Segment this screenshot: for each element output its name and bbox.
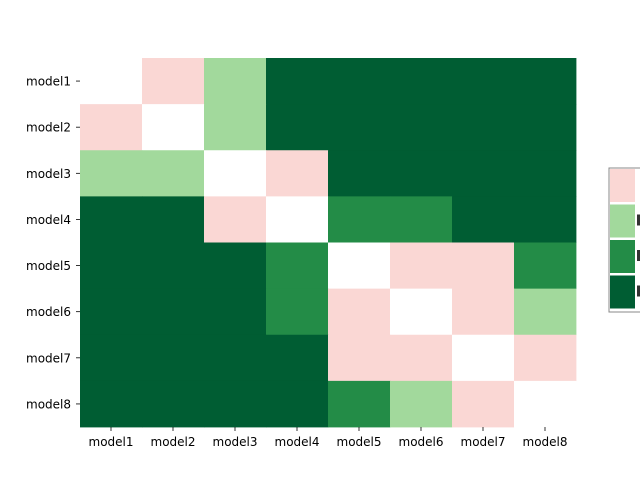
legend-swatch: [610, 240, 635, 273]
heatmap-cell: [80, 104, 143, 151]
heatmap-cell: [266, 242, 329, 290]
heatmap-cell: [328, 104, 391, 151]
heatmap-cell: [452, 242, 515, 290]
heatmap-cell: [390, 288, 453, 336]
heatmap-cell: [328, 242, 391, 290]
y-tick-label: model4: [26, 213, 71, 227]
heatmap-cell: [452, 380, 515, 428]
heatmap-cells: [80, 58, 577, 428]
heatmap-cell: [390, 150, 453, 197]
heatmap-cell: [390, 104, 453, 151]
heatmap-cell: [328, 380, 391, 428]
heatmap-cell: [204, 334, 267, 382]
heatmap-cell: [328, 288, 391, 336]
heatmap-cell: [142, 150, 205, 197]
y-tick-label: model3: [26, 167, 71, 181]
heatmap-cell: [514, 150, 577, 197]
x-tick-label: model1: [89, 435, 134, 449]
x-tick-label: model5: [337, 435, 382, 449]
heatmap-cell: [80, 242, 143, 290]
x-tick-label: model7: [461, 435, 506, 449]
heatmap-cell: [204, 196, 267, 243]
heatmap-cell: [266, 58, 329, 105]
x-tick-labels: model1 model2 model3 model4 model5 model6 mode…: [89, 427, 568, 449]
heatmap-cell: [204, 242, 267, 290]
heatmap-cell: [204, 288, 267, 336]
heatmap-cell: [328, 334, 391, 382]
heatmap-cell: [266, 104, 329, 151]
heatmap-cell: [390, 380, 453, 428]
heatmap-cell: [390, 242, 453, 290]
heatmap-cell: [80, 150, 143, 197]
x-tick-label: model4: [275, 435, 320, 449]
y-tick-label: model2: [26, 121, 71, 135]
y-tick-label: model6: [26, 305, 71, 319]
heatmap-cell: [204, 150, 267, 197]
legend-swatch: [610, 169, 635, 202]
heatmap-cell: [204, 380, 267, 428]
heatmap-cell: [328, 58, 391, 105]
heatmap-cell: [452, 150, 515, 197]
legend-swatch: [610, 275, 635, 309]
heatmap-cell: [452, 196, 515, 243]
heatmap-cell: [266, 334, 329, 382]
heatmap-cell: [266, 150, 329, 197]
y-tick-label: model7: [26, 351, 71, 365]
heatmap-cell: [514, 288, 577, 336]
heatmap-cell: [452, 334, 515, 382]
legend: [608, 167, 640, 313]
heatmap-cell: [452, 288, 515, 336]
heatmap-cell: [204, 104, 267, 151]
heatmap-cell: [142, 380, 205, 428]
heatmap-cell: [514, 58, 577, 105]
legend-swatch: [610, 204, 635, 238]
x-tick-label: model6: [399, 435, 444, 449]
heatmap-cell: [80, 380, 143, 428]
legend-label-fragment: [637, 285, 640, 297]
heatmap-cell: [452, 58, 515, 105]
heatmap-cell: [514, 196, 577, 243]
legend-label-fragment: [637, 250, 640, 261]
heatmap-cell: [80, 58, 143, 105]
x-tick-label: model2: [151, 435, 196, 449]
heatmap-cell: [328, 150, 391, 197]
heatmap-cell: [142, 58, 205, 105]
heatmap-cell: [514, 242, 577, 290]
legend-label-fragment: [637, 214, 640, 226]
heatmap-cell: [266, 196, 329, 243]
heatmap-cell: [390, 334, 453, 382]
y-tick-label: model1: [26, 75, 71, 89]
heatmap-cell: [142, 196, 205, 243]
heatmap-cell: [266, 288, 329, 336]
y-tick-label: model8: [26, 397, 71, 411]
heatmap-cell: [80, 196, 143, 243]
heatmap-cell: [142, 242, 205, 290]
heatmap-cell: [328, 196, 391, 243]
heatmap-cell: [390, 58, 453, 105]
heatmap-cell: [80, 334, 143, 382]
heatmap-cell: [452, 104, 515, 151]
y-tick-label: model5: [26, 259, 71, 273]
y-tick-labels: model1 model2 model3 model4 model5 model6 mode…: [26, 75, 80, 411]
heatmap-cell: [514, 104, 577, 151]
heatmap-cell: [390, 196, 453, 243]
x-tick-label: model8: [523, 435, 568, 449]
heatmap-cell: [514, 380, 577, 428]
x-tick-label: model3: [213, 435, 258, 449]
heatmap-cell: [142, 334, 205, 382]
heatmap-cell: [142, 288, 205, 336]
heatmap-cell: [142, 104, 205, 151]
heatmap-cell: [204, 58, 267, 105]
heatmap-cell: [514, 334, 577, 382]
heatmap-cell: [266, 380, 329, 428]
heatmap-cell: [80, 288, 143, 336]
